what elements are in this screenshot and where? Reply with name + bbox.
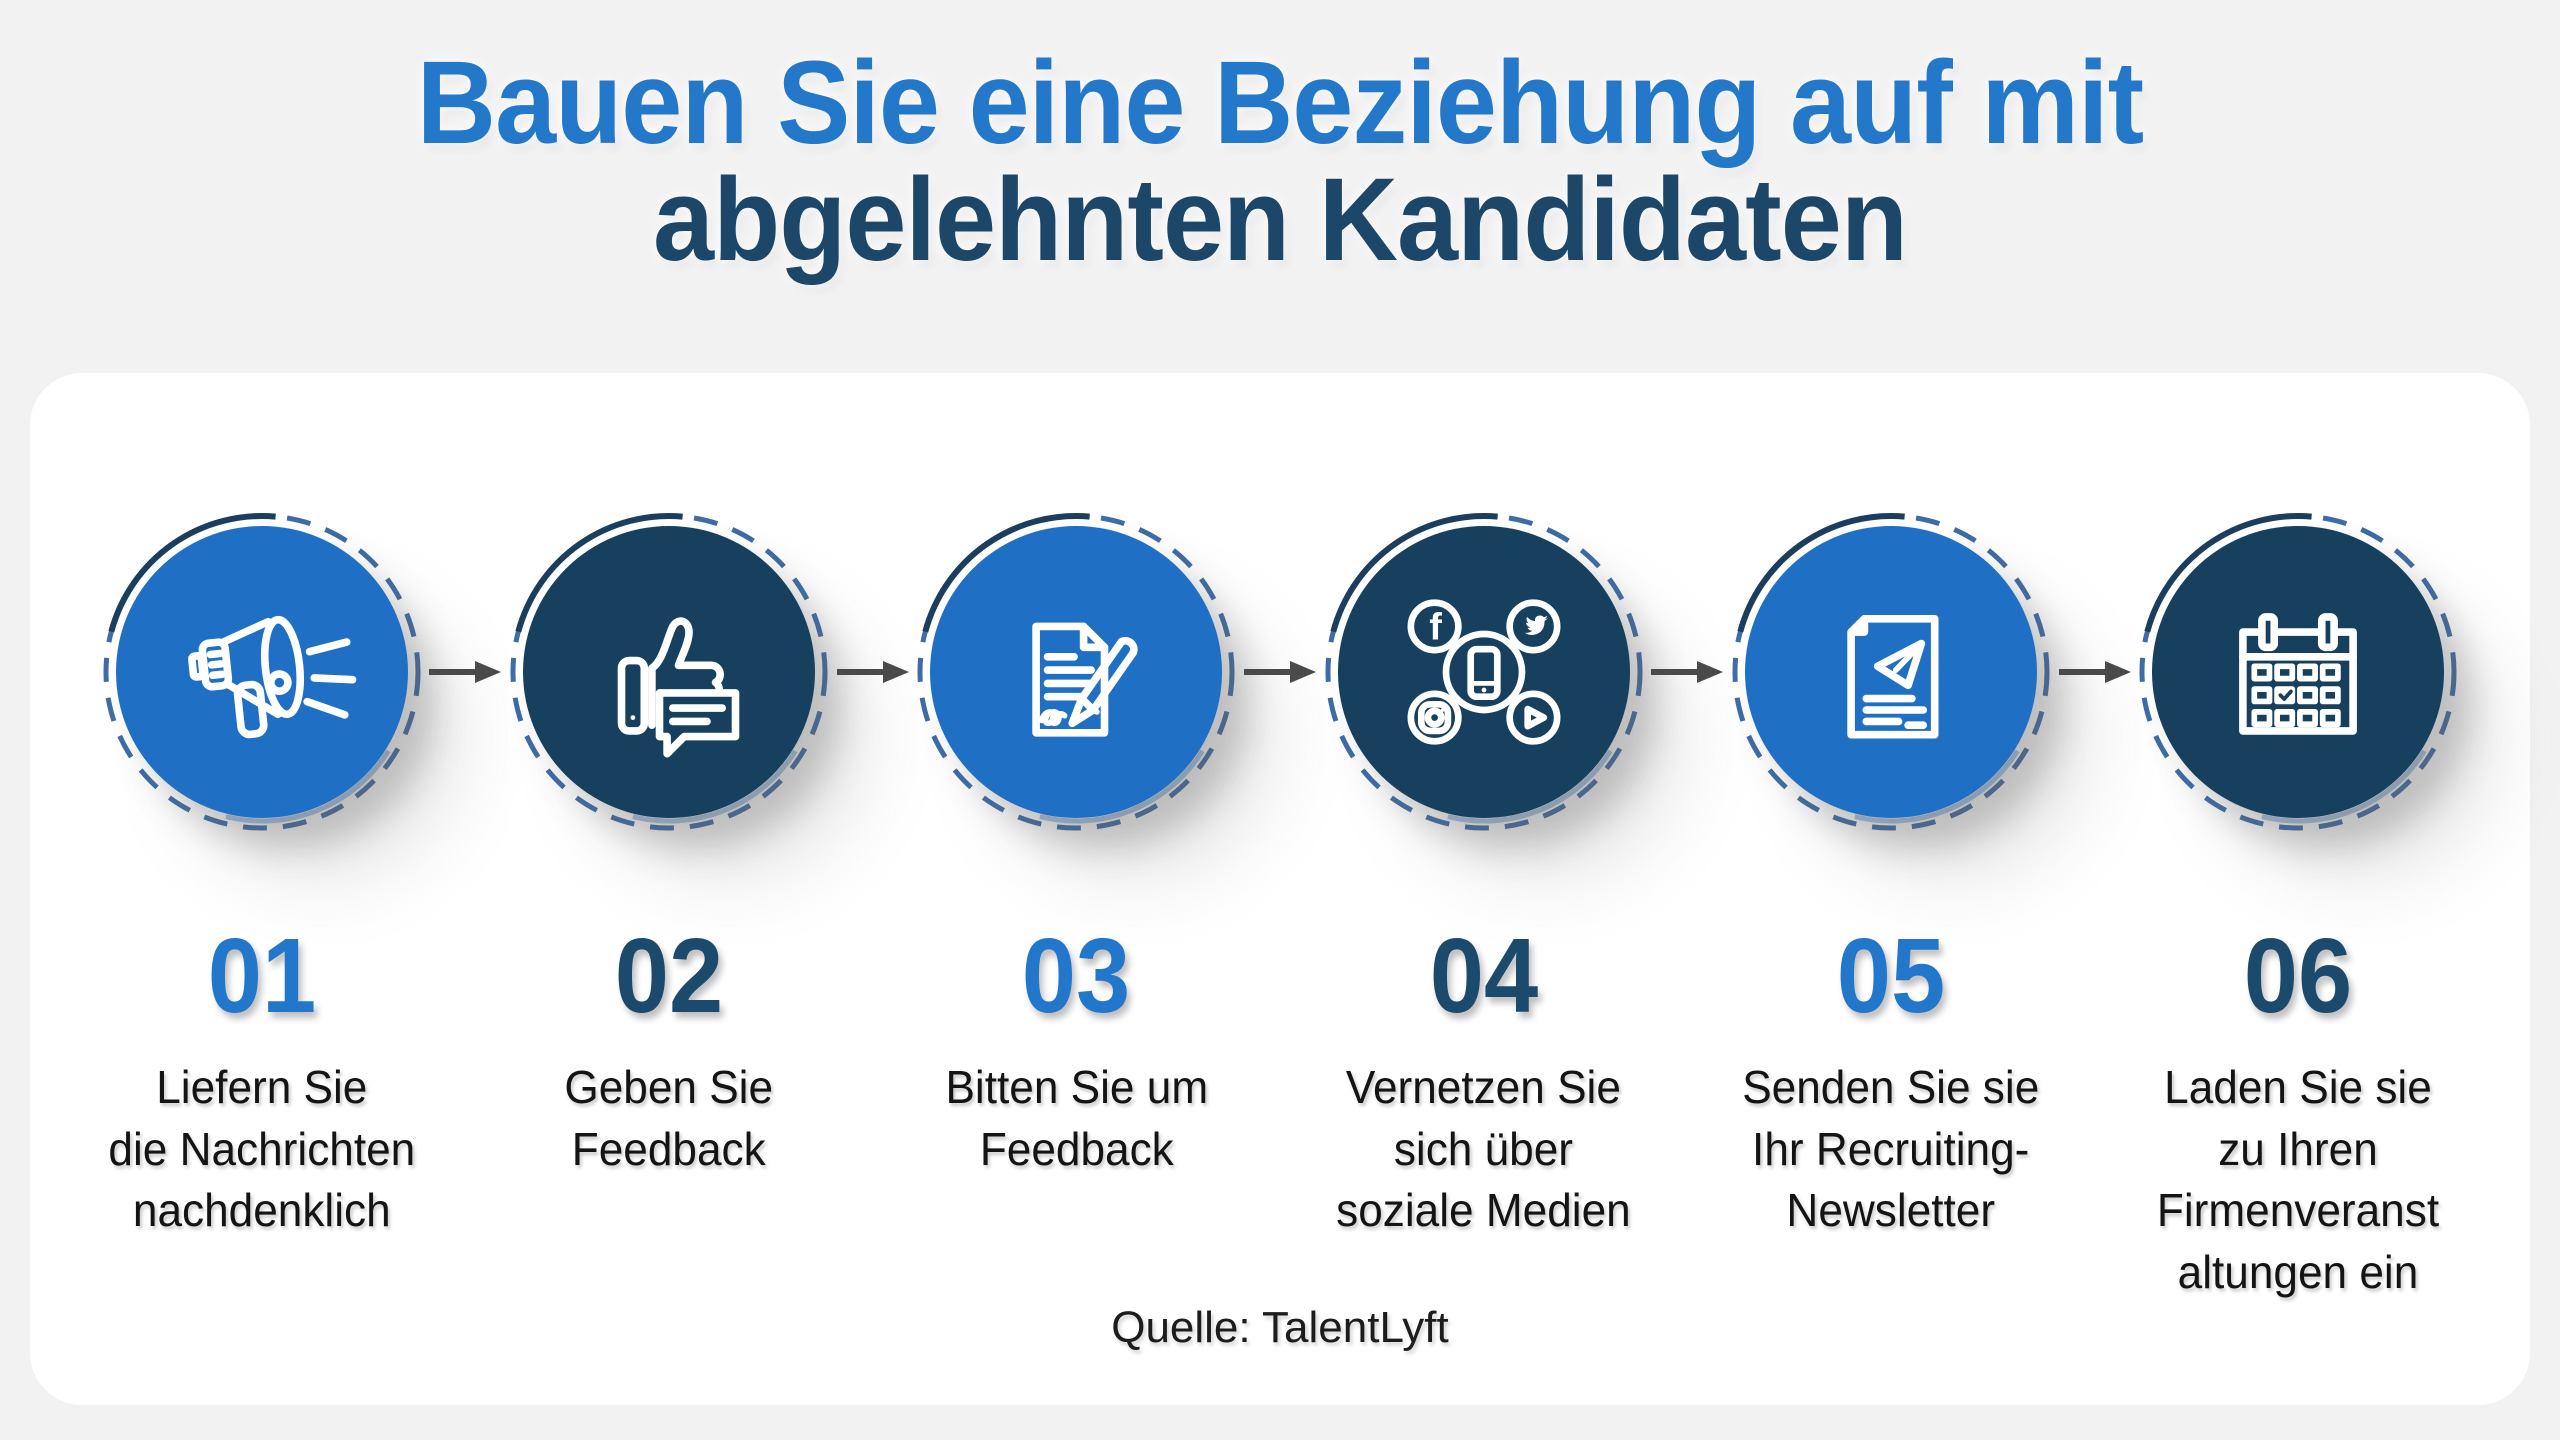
step-4-circle: f bbox=[1319, 507, 1649, 837]
step-2-label: Geben Sie Feedback bbox=[564, 1061, 774, 1175]
step-1-disc bbox=[115, 526, 408, 818]
step-1-label: Liefern Sie die Nachrichten nachdenklich bbox=[108, 1061, 416, 1237]
dashed-ring-icon bbox=[1731, 513, 2050, 831]
step-4-disc: f bbox=[1337, 526, 1630, 818]
dashed-ring-icon bbox=[102, 513, 421, 831]
step-2-number: 02 bbox=[614, 917, 724, 1035]
step-1-circle bbox=[97, 507, 427, 837]
steps-row: 01 Liefern Sie die Nachrichten nachdenkl… bbox=[30, 507, 2530, 1304]
step-3-circle bbox=[911, 507, 1241, 837]
step-3-number: 03 bbox=[1022, 917, 1131, 1035]
megaphone-icon bbox=[187, 615, 357, 739]
step-6-circle bbox=[2133, 507, 2463, 837]
social-media-icon: f bbox=[1407, 599, 1561, 745]
step-5: 05 Senden Sie sie Ihr Recruiting- Newsle… bbox=[1687, 507, 2094, 1304]
step-6-label: Laden Sie sie zu Ihren Firmenveranst alt… bbox=[2157, 1061, 2440, 1298]
source-credit: Quelle: TalentLyft bbox=[1111, 1303, 1449, 1352]
thumbs-up-feedback-icon bbox=[617, 617, 740, 758]
arrow-right-icon bbox=[833, 652, 913, 692]
arrow-right-icon bbox=[1647, 652, 1727, 692]
page-title: Bauen Sie eine Beziehung auf mit abgeleh… bbox=[0, 42, 2560, 281]
step-1-number: 01 bbox=[207, 917, 316, 1035]
step-2-disc bbox=[522, 526, 815, 818]
document-pen-icon bbox=[1032, 622, 1138, 737]
step-5-label: Senden Sie sie Ihr Recruiting- Newslette… bbox=[1742, 1061, 2040, 1237]
step-5-disc bbox=[1744, 526, 2037, 818]
arrow-right-icon bbox=[425, 652, 505, 692]
step-3-disc bbox=[930, 526, 1223, 818]
step-6-number: 06 bbox=[2244, 917, 2353, 1035]
step-4-label: Vernetzen Sie sich über soziale Medien bbox=[1336, 1061, 1631, 1237]
dashed-ring-icon bbox=[917, 513, 1236, 831]
dashed-ring-icon bbox=[509, 513, 828, 831]
newsletter-icon bbox=[1847, 615, 1939, 739]
step-5-number: 05 bbox=[1836, 917, 1946, 1035]
step-2-circle bbox=[504, 507, 834, 837]
step-5-circle bbox=[1726, 507, 2056, 837]
step-3-label: Bitten Sie um Feedback bbox=[945, 1061, 1208, 1175]
step-6: 06 Laden Sie sie zu Ihren Firmenveranst … bbox=[2095, 507, 2502, 1304]
step-6-disc bbox=[2152, 526, 2445, 818]
arrow-right-icon bbox=[2055, 652, 2135, 692]
content-card: 01 Liefern Sie die Nachrichten nachdenkl… bbox=[30, 373, 2530, 1405]
twitter-bird-glyph bbox=[1524, 615, 1548, 636]
calendar-icon bbox=[2239, 613, 2358, 735]
step-1: 01 Liefern Sie die Nachrichten nachdenkl… bbox=[58, 507, 465, 1304]
title-line-2: abgelehnten Kandidaten bbox=[653, 153, 1908, 286]
facebook-glyph: f bbox=[1429, 607, 1442, 649]
dashed-ring-icon bbox=[1324, 513, 1643, 831]
step-4: f 04 Vernetzen Sie sich über soziale Med… bbox=[1280, 507, 1687, 1304]
dashed-ring-icon bbox=[2139, 513, 2458, 831]
step-2: 02 Geben Sie Feedback bbox=[465, 507, 872, 1304]
arrow-right-icon bbox=[1240, 652, 1320, 692]
title-line-1: Bauen Sie eine Beziehung auf mit bbox=[416, 37, 2144, 169]
step-3: 03 Bitten Sie um Feedback bbox=[873, 507, 1280, 1304]
step-4-number: 04 bbox=[1429, 917, 1538, 1035]
